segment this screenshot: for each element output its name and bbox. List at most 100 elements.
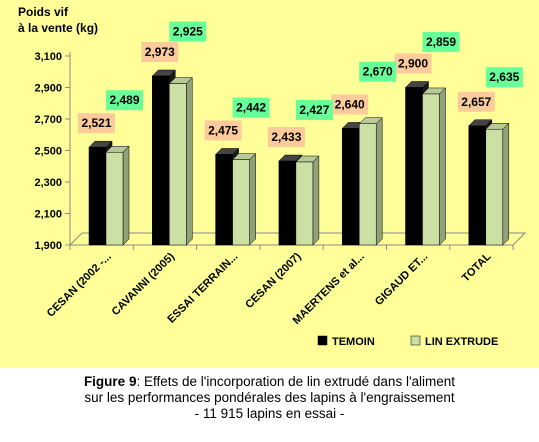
data-label-lin-extrude: 2,859: [422, 31, 460, 52]
data-label-text: 2,489: [109, 93, 139, 107]
data-label-box: [457, 91, 495, 112]
data-label-text: 2,442: [236, 101, 266, 115]
bar-front-face: [232, 159, 250, 246]
data-label-box: [204, 120, 242, 141]
caption-line-1: Figure 9: Effets de l'incorporation de l…: [0, 374, 539, 390]
bar-lin-extrude: [358, 117, 383, 246]
bar-front-face: [169, 83, 187, 246]
data-label-text: 2,640: [335, 97, 365, 111]
bar-front-face: [295, 161, 314, 246]
data-label-text: 2,433: [271, 130, 301, 144]
data-label-box: [331, 94, 369, 115]
bar-side-face: [312, 155, 320, 246]
bar-side-face: [186, 76, 193, 246]
bar-front-face: [88, 146, 107, 246]
y-tick-label: 2,300: [34, 177, 62, 189]
data-label-box: [295, 99, 333, 120]
y-axis-label-line-2: à la vente (kg): [18, 21, 99, 35]
data-label-temoin: 2,973: [141, 42, 179, 63]
bar-lin-extrude: [105, 145, 130, 246]
data-label-box: [106, 90, 143, 111]
bar-side-face: [502, 122, 510, 246]
category-label: ESSAI TERRAIN...: [165, 251, 240, 326]
bar-front-face: [341, 128, 360, 246]
caption-line-2: sur les performances pondérales des lapi…: [84, 390, 455, 405]
bar-front-face: [358, 123, 377, 246]
bar-lin-extrude: [295, 155, 320, 246]
legend-swatch-lin-extrude: [410, 335, 421, 346]
data-label-temoin: 2,521: [78, 113, 115, 134]
caption-line-1-text: : Effets de l'incorporation de lin extru…: [136, 374, 456, 389]
figure-caption: Figure 9: Effets de l'incorporation de l…: [0, 374, 539, 422]
bar-side-face: [439, 87, 446, 246]
category-label: GIGAUD ET...: [373, 251, 430, 308]
data-label-text: 2,670: [363, 65, 393, 79]
data-label-text: 2,657: [461, 95, 491, 109]
data-label-box: [422, 31, 460, 52]
bar-side-face: [249, 153, 256, 246]
figure-label: Figure 9: [83, 374, 137, 389]
y-tick-label: 2,700: [34, 114, 62, 126]
data-label-box: [394, 53, 432, 74]
data-label-box: [78, 113, 115, 134]
data-label-text: 2,900: [398, 57, 428, 71]
bar-lin-extrude: [421, 87, 447, 246]
data-label-text: 2,859: [426, 35, 456, 49]
bar-front-face: [105, 151, 124, 246]
data-label-box: [232, 97, 270, 118]
bar-front-face: [468, 125, 487, 246]
data-label-lin-extrude: 2,670: [359, 61, 397, 82]
bar-front-face: [278, 160, 297, 246]
legend-label-temoin: TEMOIN: [332, 336, 375, 348]
category-label: CAVANNI (2005): [110, 250, 178, 318]
data-label-box: [169, 21, 207, 42]
bar-lin-extrude: [168, 76, 193, 246]
data-label-temoin: 2,640: [331, 94, 369, 115]
data-label-text: 2,925: [173, 25, 203, 39]
category-label: CESAN (2002 -...: [45, 251, 114, 320]
data-label-lin-extrude: 2,442: [232, 97, 270, 118]
bar-front-face: [215, 154, 233, 246]
data-label-text: 2,427: [299, 103, 329, 117]
data-label-temoin: 2,900: [394, 53, 432, 74]
data-label-temoin: 2,433: [267, 127, 305, 148]
legend: TEMOIN LIN EXTRUDE: [317, 335, 498, 348]
data-label-box: [359, 61, 397, 82]
data-label-lin-extrude: 2,489: [106, 90, 143, 111]
data-label-temoin: 2,657: [457, 91, 495, 112]
chart-area: Poids vif à la vente (kg) 1,900 2,100 2,30…: [0, 0, 539, 368]
caption-line-3: - 11 915 lapins en essai -: [194, 406, 345, 421]
legend-label-lin-extrude: LIN EXTRUDE: [425, 336, 498, 348]
legend-swatch-temoin: [317, 335, 328, 346]
y-tick-label: 2,900: [34, 83, 62, 95]
category-label: TOTAL: [460, 250, 494, 284]
bar-lin-extrude: [231, 153, 257, 246]
data-label-text: 2,521: [81, 116, 111, 130]
data-label-temoin: 2,475: [204, 120, 242, 141]
y-tick-label: 1,900: [34, 240, 62, 252]
data-label-lin-extrude: 2,427: [295, 99, 333, 120]
data-label-box: [485, 67, 523, 88]
bar-side-face: [122, 145, 130, 246]
category-label: MAERTENS et al...: [291, 251, 367, 327]
category-label: CESAN (2007): [243, 250, 304, 311]
data-label-box: [267, 127, 305, 148]
y-axis-label-line-1: Poids vif: [18, 5, 69, 19]
y-tick-label: 2,500: [34, 146, 62, 158]
bar-front-face: [152, 75, 170, 246]
bar-front-face: [422, 93, 440, 246]
data-label-lin-extrude: 2,925: [169, 21, 207, 42]
data-label-box: [141, 42, 179, 63]
bar-front-face: [485, 128, 504, 246]
y-axis-label: Poids vif à la vente (kg): [18, 4, 98, 36]
data-label-text: 2,635: [489, 70, 519, 84]
y-tick-label: 3,100: [34, 51, 62, 63]
data-label-text: 2,973: [145, 45, 175, 59]
bar-front-face: [405, 87, 423, 246]
data-label-text: 2,475: [208, 123, 238, 137]
bar-side-face: [375, 117, 383, 246]
data-label-lin-extrude: 2,635: [485, 67, 523, 88]
bar-lin-extrude: [485, 122, 510, 246]
y-tick-label: 2,100: [34, 209, 62, 221]
bar-chart: 1,900 2,100 2,300 2,500 2,700 2,900 3,100 2,521…: [34, 21, 527, 348]
